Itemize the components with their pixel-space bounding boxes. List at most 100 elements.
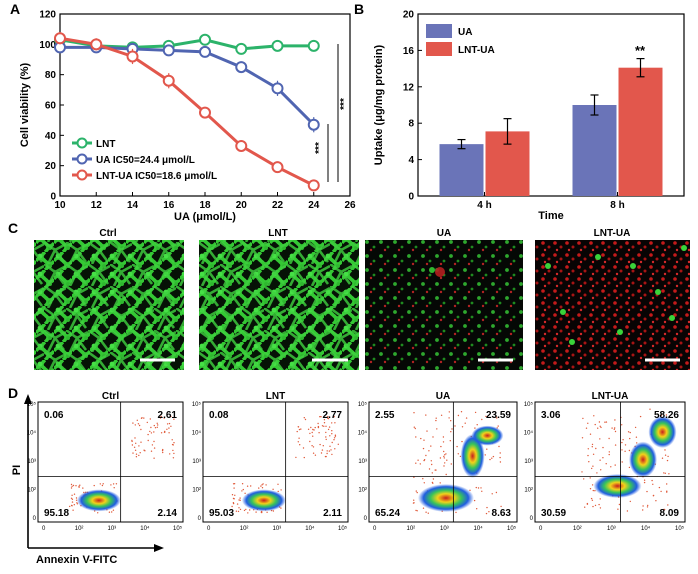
event-dot	[334, 422, 336, 424]
event-dot	[485, 415, 487, 418]
event-dot	[439, 482, 441, 484]
a-ytick-label: 40	[45, 131, 57, 142]
event-dot	[646, 506, 649, 508]
event-dot	[621, 424, 623, 426]
image-title-lntua: LNT-UA	[594, 228, 631, 239]
event-dot	[258, 487, 260, 489]
a-xtick-label: 10	[54, 200, 66, 211]
event-dot	[168, 427, 170, 429]
flow-xtick-label: 10³	[273, 526, 282, 532]
flow-ytick-label: 10⁴	[524, 430, 534, 437]
b-ytick-label: 20	[403, 10, 415, 21]
quadrant-ur: 2.77	[323, 410, 343, 421]
b-ytick-label: 12	[403, 82, 415, 93]
event-dot	[331, 433, 333, 435]
event-dot	[413, 426, 415, 428]
event-dot	[594, 504, 597, 507]
flow-xtick-label: 0	[373, 526, 377, 532]
flow-title-lnt: LNT	[266, 391, 285, 402]
flow-ytick-label: 10⁵	[358, 401, 368, 408]
event-dot	[621, 461, 623, 463]
event-dot	[474, 411, 477, 414]
event-dot	[592, 465, 594, 467]
flow-xtick-label: 10⁵	[338, 525, 348, 532]
quadrant-ul: 0.06	[44, 410, 64, 421]
event-dot	[311, 431, 313, 434]
event-dot	[75, 485, 77, 487]
event-dot	[156, 422, 158, 424]
image-title-ua: UA	[437, 228, 451, 239]
event-dot	[629, 437, 631, 440]
event-dot	[665, 414, 668, 416]
event-dot	[149, 418, 151, 420]
event-dot	[590, 497, 593, 500]
event-dot	[474, 427, 476, 429]
event-dot	[646, 490, 648, 493]
event-dot	[312, 446, 315, 448]
event-dot	[331, 422, 333, 424]
data-point-lnt	[235, 42, 248, 55]
event-dot	[134, 449, 137, 451]
event-dot	[495, 491, 498, 494]
data-point-lnt-ua	[199, 106, 211, 119]
event-dot	[110, 484, 112, 486]
event-dot	[261, 511, 263, 514]
event-dot	[597, 427, 599, 429]
event-dot	[592, 453, 595, 455]
event-dot	[489, 458, 491, 461]
event-dot	[153, 457, 155, 459]
panel-b-significance: **	[635, 43, 646, 58]
event-dot	[163, 417, 165, 419]
event-dot	[327, 428, 330, 431]
event-dot	[323, 422, 326, 424]
event-dot	[102, 483, 104, 485]
event-dot	[636, 442, 638, 444]
a-xtick-label: 26	[344, 200, 356, 211]
a-ytick-label: 0	[50, 192, 56, 203]
event-dot	[664, 449, 666, 451]
event-dot	[611, 427, 613, 429]
event-dot	[171, 439, 173, 441]
flow-ytick-label: 10²	[192, 488, 201, 494]
event-dot	[71, 501, 74, 503]
event-dot	[457, 453, 459, 455]
panel-d-xlabel: Annexin V-FITC	[36, 554, 117, 566]
event-dot	[613, 428, 615, 430]
event-dot	[173, 442, 175, 444]
event-dot	[666, 491, 668, 493]
event-dot	[135, 442, 137, 444]
event-dot	[330, 449, 332, 451]
event-dot	[150, 450, 153, 452]
significance-label-lntua: ***	[314, 142, 325, 154]
density-cluster	[629, 441, 657, 478]
event-dot	[451, 428, 453, 430]
panel-b-legend: UA LNT-UA	[426, 24, 495, 56]
flow-ytick-label: 10²	[27, 488, 36, 494]
panel-a-ylabel: Cell viability (%)	[19, 62, 31, 147]
event-dot	[333, 416, 335, 418]
flow-ytick-label: 10²	[524, 488, 533, 494]
flow-ytick-label: 0	[198, 516, 202, 522]
event-dot	[622, 439, 624, 441]
event-dot	[628, 466, 631, 469]
event-dot	[280, 507, 282, 509]
event-dot	[425, 511, 427, 513]
event-dot	[416, 510, 418, 512]
panel-b-ylabel: Uptake (μg/mg protein)	[373, 44, 385, 165]
event-dot	[138, 454, 140, 457]
density-cluster	[471, 425, 504, 446]
event-dot	[320, 416, 322, 418]
data-point-lnt-ua	[271, 161, 284, 174]
event-dot	[464, 422, 466, 424]
b-xtick-label: 4 h	[477, 200, 491, 211]
flow-xtick-label: 10²	[407, 526, 416, 532]
a-ytick-label: 60	[45, 101, 57, 112]
event-dot	[435, 417, 437, 419]
event-dot	[430, 460, 432, 462]
a-xtick-label: 12	[91, 200, 103, 211]
event-dot	[481, 418, 483, 421]
event-dot	[635, 436, 638, 438]
event-dot	[445, 453, 447, 455]
event-dot	[153, 424, 155, 427]
